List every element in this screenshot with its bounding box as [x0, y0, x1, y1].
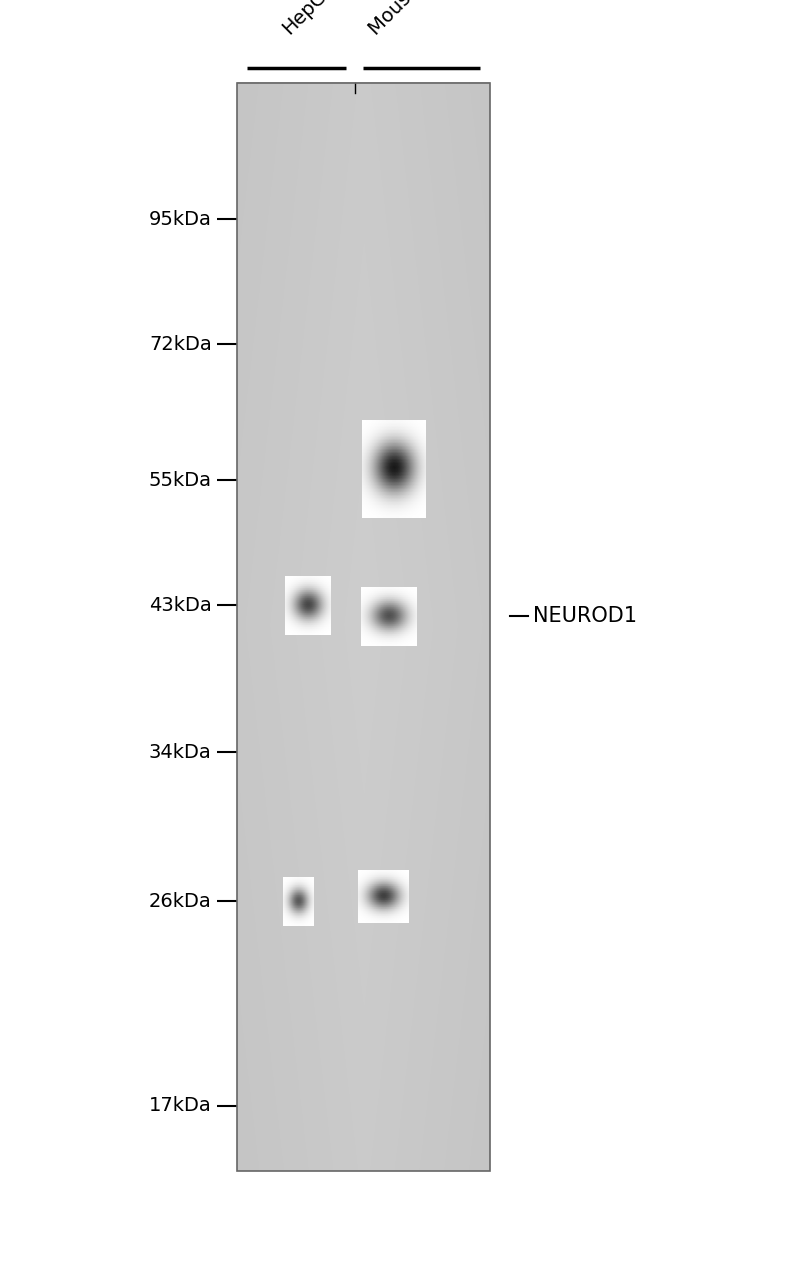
Text: 55kDa: 55kDa	[149, 471, 212, 490]
Text: NEUROD1: NEUROD1	[533, 607, 638, 626]
Text: Mouse brain: Mouse brain	[365, 0, 463, 38]
Text: 43kDa: 43kDa	[149, 596, 212, 614]
Text: 26kDa: 26kDa	[149, 892, 212, 911]
Bar	[237, 83, 490, 1171]
Text: HepG2: HepG2	[279, 0, 340, 38]
Text: 72kDa: 72kDa	[149, 335, 212, 353]
Text: 17kDa: 17kDa	[149, 1097, 212, 1115]
Text: 95kDa: 95kDa	[149, 210, 212, 229]
Text: 34kDa: 34kDa	[149, 742, 212, 762]
